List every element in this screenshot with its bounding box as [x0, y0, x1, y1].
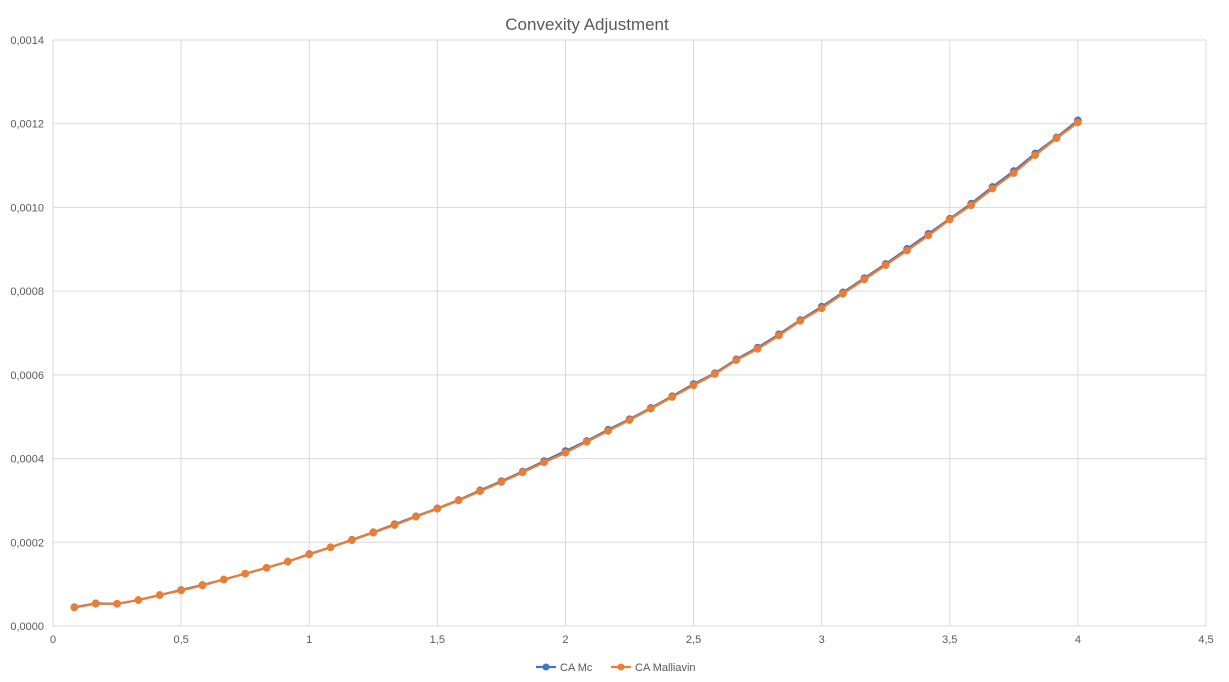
series-line	[74, 119, 1079, 609]
y-tick-label: 0,0004	[10, 454, 44, 466]
data-point	[1052, 134, 1061, 143]
data-point	[988, 184, 997, 193]
data-point	[903, 246, 911, 255]
data-point	[262, 563, 271, 572]
data-point	[198, 581, 207, 590]
data-point	[604, 427, 613, 435]
grid-layer	[52, 39, 1207, 627]
x-tick-label: 4	[1075, 634, 1081, 646]
y-tick-label: 0,0010	[10, 202, 44, 214]
data-point	[753, 345, 762, 353]
legend-item: CA Mc	[536, 662, 593, 674]
x-tick-label: 1	[306, 634, 312, 646]
data-point	[839, 289, 847, 298]
y-tick-label: 0,0002	[10, 537, 44, 549]
y-tick-label: 0,0012	[10, 119, 44, 131]
data-point	[412, 512, 420, 521]
data-point	[177, 586, 185, 595]
x-tick-label: 3,5	[942, 634, 957, 646]
x-tick-label: 4,5	[1198, 634, 1213, 646]
legend-marker-icon	[542, 663, 550, 671]
data-point	[91, 599, 100, 608]
x-tick-label: 2,5	[686, 634, 701, 646]
data-point	[625, 416, 634, 424]
data-point	[646, 404, 655, 413]
data-point	[1031, 151, 1040, 159]
legend-label: CA Malliavin	[635, 662, 696, 674]
series-layer	[70, 116, 1082, 612]
data-point	[945, 215, 954, 224]
data-point	[582, 437, 591, 446]
data-point	[476, 487, 484, 496]
data-point	[860, 275, 869, 284]
data-point	[881, 261, 890, 270]
data-point	[689, 381, 698, 390]
data-point	[796, 317, 805, 325]
data-point	[1009, 169, 1018, 177]
legend-item: CA Malliavin	[611, 662, 696, 674]
data-point	[711, 370, 719, 378]
data-point	[305, 550, 314, 559]
y-tick-label: 0,0008	[10, 286, 44, 298]
data-point	[561, 448, 570, 457]
data-point	[433, 504, 442, 513]
x-tick-label: 1,5	[430, 634, 445, 646]
legend-marker-icon	[617, 663, 625, 671]
data-point	[348, 536, 356, 545]
data-point	[369, 528, 378, 537]
x-tick-label: 0	[50, 634, 56, 646]
data-point	[497, 478, 506, 486]
series-ca-mc	[70, 116, 1082, 612]
data-point	[732, 356, 741, 365]
data-point	[967, 201, 975, 210]
axis-layer: 0 0,5 1 1,5 2 2,5 3 3,5 4 4,5 0,0000 0,0002 0,0004 0,…	[10, 35, 1213, 646]
y-tick-label: 0,0000	[10, 621, 44, 633]
y-tick-label: 0,0006	[10, 370, 44, 382]
x-tick-label: 0,5	[173, 634, 188, 646]
data-point	[219, 575, 228, 584]
data-point	[155, 591, 164, 599]
series-ca-malliavin	[70, 118, 1082, 612]
y-tick-label: 0,0014	[10, 35, 44, 47]
data-point	[540, 458, 548, 467]
data-point	[817, 304, 826, 313]
data-point	[134, 596, 143, 604]
x-tick-label: 3	[819, 634, 825, 646]
data-point	[518, 468, 527, 477]
data-point	[775, 331, 783, 340]
data-point	[668, 393, 677, 401]
chart-title: Convexity Adjustment	[505, 15, 669, 34]
data-point	[241, 569, 250, 578]
legend-label: CA Mc	[560, 662, 593, 674]
data-point	[284, 557, 292, 566]
data-point	[454, 496, 463, 505]
data-point	[70, 603, 79, 612]
data-point	[326, 543, 335, 552]
data-point	[113, 599, 121, 608]
data-point	[390, 521, 399, 529]
data-point	[924, 231, 933, 240]
legend: CA Mc CA Malliavin	[536, 662, 696, 674]
series-line	[74, 121, 1079, 609]
data-point	[1074, 118, 1082, 127]
x-tick-label: 2	[562, 634, 568, 646]
